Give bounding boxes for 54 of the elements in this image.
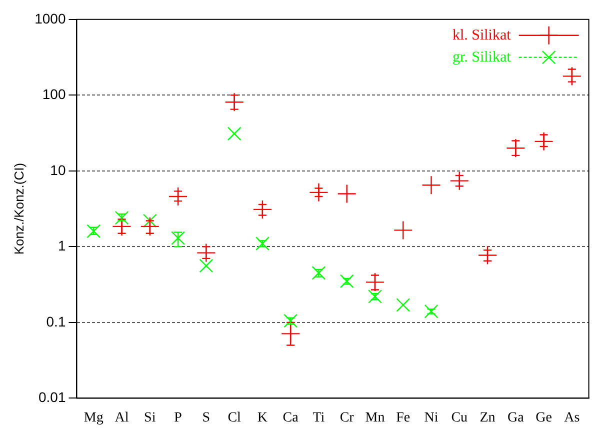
- point: [422, 175, 441, 195]
- x-tick-label: Fe: [396, 410, 410, 426]
- x-tick-label: Zn: [480, 410, 496, 426]
- point: [114, 210, 129, 225]
- point: [309, 182, 328, 202]
- point: [252, 200, 272, 220]
- point: [224, 92, 244, 112]
- x-tick-label: S: [202, 410, 210, 426]
- point: [534, 132, 554, 152]
- x-tick-label: Ge: [536, 410, 552, 426]
- x-tick-label: Cl: [228, 410, 242, 426]
- x-tick-label: Mn: [365, 410, 385, 426]
- point: [562, 66, 582, 86]
- legend-label: gr. Silikat: [452, 49, 512, 66]
- x-tick-label: K: [257, 410, 268, 426]
- point: [337, 184, 356, 204]
- x-tick-label: Al: [114, 410, 129, 426]
- y-tick-label: 10: [50, 162, 66, 178]
- x-tick-label: Si: [144, 410, 156, 426]
- y-tick-label: 1: [58, 238, 66, 254]
- point: [365, 272, 385, 292]
- point: [340, 274, 354, 288]
- point: [196, 243, 216, 262]
- point: [312, 266, 326, 280]
- x-tick-label: Ca: [282, 410, 300, 426]
- point: [284, 314, 298, 328]
- point: [396, 298, 410, 312]
- point: [142, 214, 157, 228]
- point: [255, 236, 270, 251]
- point: [168, 186, 188, 206]
- point: [450, 171, 469, 190]
- x-tick-label: As: [564, 410, 580, 426]
- legend-label: kl. Silikat: [452, 27, 512, 44]
- x-tick-label: P: [174, 410, 182, 426]
- x-tick-label: Ga: [507, 410, 525, 426]
- y-tick-label: 0.1: [46, 313, 66, 330]
- x-tick-label: Ni: [424, 410, 438, 426]
- x-tick-label: Cu: [451, 410, 468, 426]
- y-tick-label: 0.01: [38, 389, 66, 406]
- x-tick-label: Mg: [84, 410, 104, 426]
- point: [86, 224, 101, 238]
- point: [478, 246, 498, 265]
- point: [424, 304, 438, 318]
- point: [506, 138, 526, 158]
- y-tick-label: 1000: [34, 10, 66, 26]
- point: [394, 220, 413, 240]
- point: [368, 290, 382, 304]
- point: [140, 216, 160, 236]
- x-tick-label: Cr: [340, 410, 354, 426]
- point: [199, 258, 214, 273]
- y-axis-title: Konz./Konz.(CI): [11, 162, 26, 255]
- y-tick-label: 100: [42, 86, 66, 102]
- point: [227, 126, 242, 141]
- x-tick-label: Ti: [312, 410, 325, 426]
